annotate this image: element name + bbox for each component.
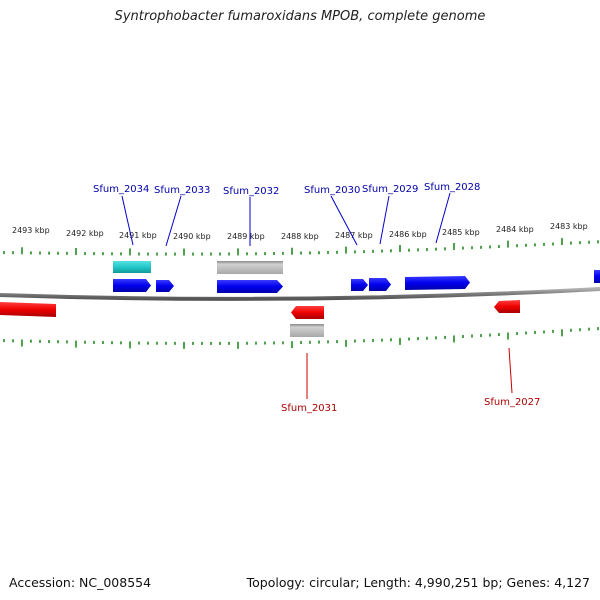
leader-sfum-2028 bbox=[435, 192, 451, 244]
gene-arrow-sfum-2027[interactable] bbox=[494, 300, 520, 313]
gene-label-sfum-2031[interactable]: Sfum_2031 bbox=[281, 403, 337, 414]
gene-label-sfum-2027[interactable]: Sfum_2027 bbox=[484, 397, 540, 408]
topology-text: Topology: circular; Length: 4,990,251 bp… bbox=[246, 575, 590, 590]
genome-backbone bbox=[0, 287, 600, 301]
gene-arrow-sfum-2031[interactable] bbox=[291, 306, 324, 319]
kbp-label-2490: 2490 kbp bbox=[173, 232, 211, 241]
leader-sfum-2034 bbox=[121, 195, 134, 246]
leader-sfum-2029 bbox=[379, 195, 390, 245]
forward-genes bbox=[113, 270, 600, 293]
cds-bar-sfum-2031[interactable] bbox=[290, 324, 324, 337]
gene-label-sfum-2030[interactable]: Sfum_2030 bbox=[304, 185, 360, 196]
cds-bar-sfum-2034[interactable] bbox=[113, 261, 151, 273]
map-title: Syntrophobacter fumaroxidans MPOB, compl… bbox=[114, 9, 486, 24]
gene-arrow-sfum-2029[interactable] bbox=[369, 278, 391, 291]
gene-label-sfum-2034[interactable]: Sfum_2034 bbox=[93, 184, 149, 195]
gene-label-sfum-2032[interactable]: Sfum_2032 bbox=[223, 186, 279, 197]
kbp-label-2486: 2486 kbp bbox=[389, 230, 427, 239]
gene-arrow-sfum-2030[interactable] bbox=[351, 279, 368, 291]
leader-sfum-2033 bbox=[165, 195, 182, 247]
leader-sfum-2030 bbox=[330, 195, 358, 246]
gene-arrow-edge-left[interactable] bbox=[0, 302, 56, 317]
forward-ruler-ticks bbox=[3, 238, 599, 256]
leader-sfum-2027 bbox=[508, 347, 513, 394]
gene-label-sfum-2028[interactable]: Sfum_2028 bbox=[424, 182, 480, 193]
gene-label-sfum-2029[interactable]: Sfum_2029 bbox=[362, 184, 418, 195]
reverse-leader-lines bbox=[306, 347, 513, 399]
kbp-label-2491: 2491 kbp bbox=[119, 231, 157, 240]
cds-bar-sfum-2032[interactable] bbox=[217, 261, 283, 274]
kbp-label-2493: 2493 kbp bbox=[12, 226, 50, 235]
kbp-label-2492: 2492 kbp bbox=[66, 229, 104, 238]
gene-label-sfum-2033[interactable]: Sfum_2033 bbox=[154, 185, 210, 196]
kbp-labels: 2493 kbp 2492 kbp 2491 kbp 2490 kbp 2489… bbox=[12, 222, 588, 241]
forward-leader-lines bbox=[121, 192, 451, 247]
accession-text: Accession: NC_008554 bbox=[9, 575, 152, 590]
reverse-genes bbox=[0, 300, 520, 319]
reverse-gene-labels: Sfum_2031 Sfum_2027 bbox=[281, 397, 540, 414]
forward-cds-bars bbox=[113, 261, 283, 274]
forward-gene-labels: Sfum_2034 Sfum_2033 Sfum_2032 Sfum_2030 … bbox=[93, 182, 480, 197]
gene-arrow-sfum-2034[interactable] bbox=[113, 279, 151, 292]
kbp-label-2487: 2487 kbp bbox=[335, 231, 373, 240]
gene-arrow-sfum-2033[interactable] bbox=[156, 280, 174, 292]
kbp-label-2483: 2483 kbp bbox=[550, 222, 588, 231]
kbp-label-2488: 2488 kbp bbox=[281, 232, 319, 241]
gene-arrow-sfum-2028[interactable] bbox=[405, 276, 470, 290]
gene-arrow-sfum-2032[interactable] bbox=[217, 280, 283, 293]
kbp-label-2485: 2485 kbp bbox=[442, 228, 480, 237]
gene-arrow-edge-right[interactable] bbox=[594, 270, 600, 283]
reverse-ruler-ticks bbox=[3, 327, 599, 349]
kbp-label-2489: 2489 kbp bbox=[227, 232, 265, 241]
kbp-label-2484: 2484 kbp bbox=[496, 225, 534, 234]
